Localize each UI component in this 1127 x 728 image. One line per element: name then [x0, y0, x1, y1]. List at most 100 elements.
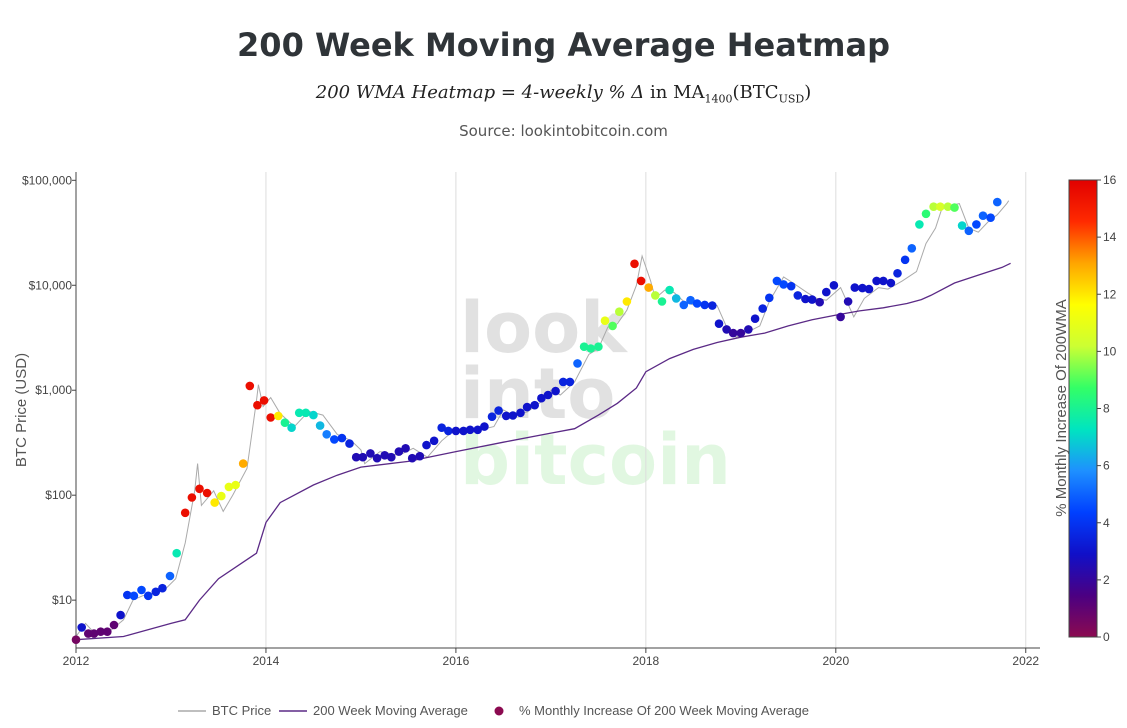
legend-swatch — [494, 706, 504, 716]
heat-point — [708, 301, 717, 310]
colorbar-title: % Monthly Increase Of 200WMA — [1053, 299, 1070, 517]
heat-point — [594, 342, 603, 352]
x-tick-label: 2012 — [63, 654, 90, 668]
heat-point — [993, 197, 1002, 207]
heat-point — [501, 411, 511, 421]
x-tick-label: 2016 — [443, 654, 470, 668]
formula-paren-open: (BTC — [732, 82, 779, 103]
y-axis-ticks: $10 $100 $1,000 $10,000 $100,000 — [22, 173, 76, 607]
heat-point — [345, 439, 354, 448]
heat-point — [187, 493, 197, 502]
heat-point — [836, 312, 845, 322]
heat-point — [151, 587, 161, 597]
heat-point — [103, 627, 112, 636]
legend-item-label[interactable]: 200 Week Moving Average — [313, 703, 468, 718]
formula-rhs: 4-weekly % Δ — [521, 82, 645, 103]
heat-point — [858, 283, 867, 293]
legend-item-label[interactable]: BTC Price — [212, 703, 271, 718]
colorbar-tick-label: 2 — [1103, 573, 1110, 587]
y-tick-label: $10 — [52, 593, 72, 607]
heat-point — [516, 408, 525, 418]
x-tick-label: 2014 — [253, 654, 280, 668]
heat-point — [558, 377, 568, 387]
x-tick-label: 2018 — [633, 654, 660, 668]
heat-point — [358, 452, 368, 462]
heat-point — [608, 321, 617, 331]
heat-point — [829, 281, 839, 290]
heat-point — [266, 413, 276, 422]
watermark: lookintobitcoin — [460, 287, 731, 501]
y-tick-label: $100 — [45, 488, 72, 502]
colorbar-tick-label: 10 — [1103, 344, 1117, 358]
heat-point — [330, 435, 339, 444]
heat-point — [579, 342, 589, 352]
legend[interactable]: BTC Price 200 Week Moving Average % Monthl… — [178, 703, 809, 718]
heat-point — [943, 202, 953, 211]
watermark-word: bitcoin — [460, 419, 731, 501]
heat-point — [644, 283, 653, 292]
heat-point — [551, 386, 560, 396]
heat-point — [494, 406, 503, 415]
heat-point — [793, 291, 803, 300]
heat-points — [71, 197, 1002, 644]
heat-point — [274, 411, 283, 421]
colorbar-tick-label: 8 — [1103, 402, 1110, 416]
heat-point — [679, 300, 689, 310]
heat-point — [879, 276, 888, 286]
heat-point — [165, 571, 175, 581]
colorbar-tick-label: 4 — [1103, 516, 1110, 530]
heat-point — [407, 453, 417, 463]
heat-point — [765, 293, 774, 303]
heat-point — [936, 202, 945, 211]
heat-point — [158, 583, 167, 593]
heat-point — [573, 359, 582, 368]
heat-point — [651, 291, 660, 300]
heat-point — [822, 287, 831, 297]
heat-point — [843, 297, 853, 306]
heat-point — [238, 459, 248, 468]
heat-point — [465, 425, 475, 435]
colorbar-tick-label: 12 — [1103, 287, 1117, 301]
heat-point — [337, 433, 347, 443]
heat-point — [665, 285, 674, 295]
colorbar-tick-label: 6 — [1103, 459, 1110, 473]
btc-price-line — [75, 200, 1010, 637]
heat-point — [294, 408, 304, 418]
heat-point — [415, 451, 425, 461]
heat-point — [137, 585, 146, 595]
heat-point — [972, 220, 981, 229]
heat-point — [109, 620, 119, 630]
formula-in: in MA — [644, 82, 705, 103]
heat-point — [929, 202, 938, 211]
heat-point — [872, 276, 881, 286]
y-axis-label: BTC Price (USD) — [13, 353, 30, 467]
heat-point — [309, 410, 318, 420]
heat-point — [287, 423, 296, 433]
heat-point — [487, 412, 497, 422]
heat-point — [565, 377, 575, 387]
heat-point — [89, 629, 99, 638]
formula-paren-close: ) — [804, 82, 812, 103]
heat-point — [172, 548, 181, 558]
heat-point — [195, 484, 204, 494]
heat-point — [586, 344, 596, 353]
watermark-word: look — [460, 287, 628, 369]
chart-formula: 200 WMA Heatmap = 4-weekly % Δ in MA1400… — [0, 82, 1127, 106]
legend-item-label[interactable]: % Monthly Increase Of 200 Week Moving Av… — [519, 703, 809, 718]
colorbar-tick-label: 16 — [1103, 173, 1117, 187]
y-tick-label: $100,000 — [22, 173, 72, 187]
heat-point — [686, 295, 695, 305]
heat-point — [615, 307, 624, 317]
heat-point — [907, 244, 917, 253]
colorbar-tick-label: 14 — [1103, 230, 1117, 244]
heat-point — [123, 590, 132, 600]
heat-point — [522, 402, 532, 412]
colorbar-gradient — [1068, 179, 1098, 638]
heat-point — [801, 294, 810, 304]
heat-point — [129, 591, 139, 601]
y-tick-label: $1,000 — [35, 383, 72, 397]
y-tick-label: $10,000 — [29, 278, 73, 292]
heat-point — [210, 498, 219, 507]
heat-point — [315, 421, 325, 430]
heat-point — [224, 482, 234, 492]
